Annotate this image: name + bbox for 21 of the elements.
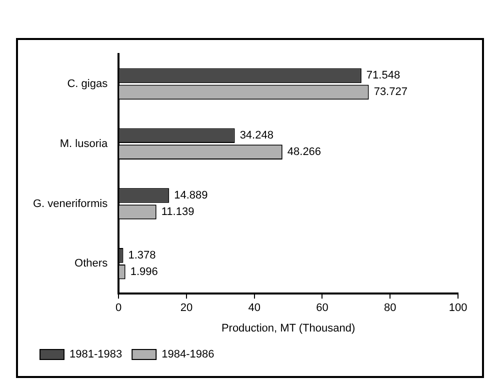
x-tick-label: 80	[384, 302, 396, 314]
y-tick-label: G. veneriformis	[32, 198, 108, 210]
x-tick-label: 20	[180, 302, 193, 314]
x-tick-label: 40	[248, 302, 260, 314]
y-tick-label: M. lusoria	[60, 138, 108, 150]
x-axis-title: Production, MT (Thousand)	[221, 322, 356, 334]
data-label: 48.266	[287, 146, 322, 158]
x-tick-label: 100	[448, 302, 468, 314]
data-label: 73.727	[374, 86, 408, 98]
legend-label: 1984-1986	[162, 348, 214, 361]
legend-label: 1981-1983	[70, 348, 122, 361]
data-label: 71.548	[366, 70, 400, 82]
x-tick-label: 0	[116, 302, 122, 314]
data-label: 1.378	[128, 249, 156, 262]
data-label: 34.248	[240, 130, 274, 142]
x-tick-label: 60	[316, 302, 328, 314]
data-label: 1.996	[130, 266, 158, 278]
data-label: 14.889	[174, 190, 208, 202]
data-label: 11.139	[161, 206, 194, 218]
y-tick-label: C. gigas	[67, 78, 108, 90]
y-tick-label: Others	[74, 258, 108, 270]
